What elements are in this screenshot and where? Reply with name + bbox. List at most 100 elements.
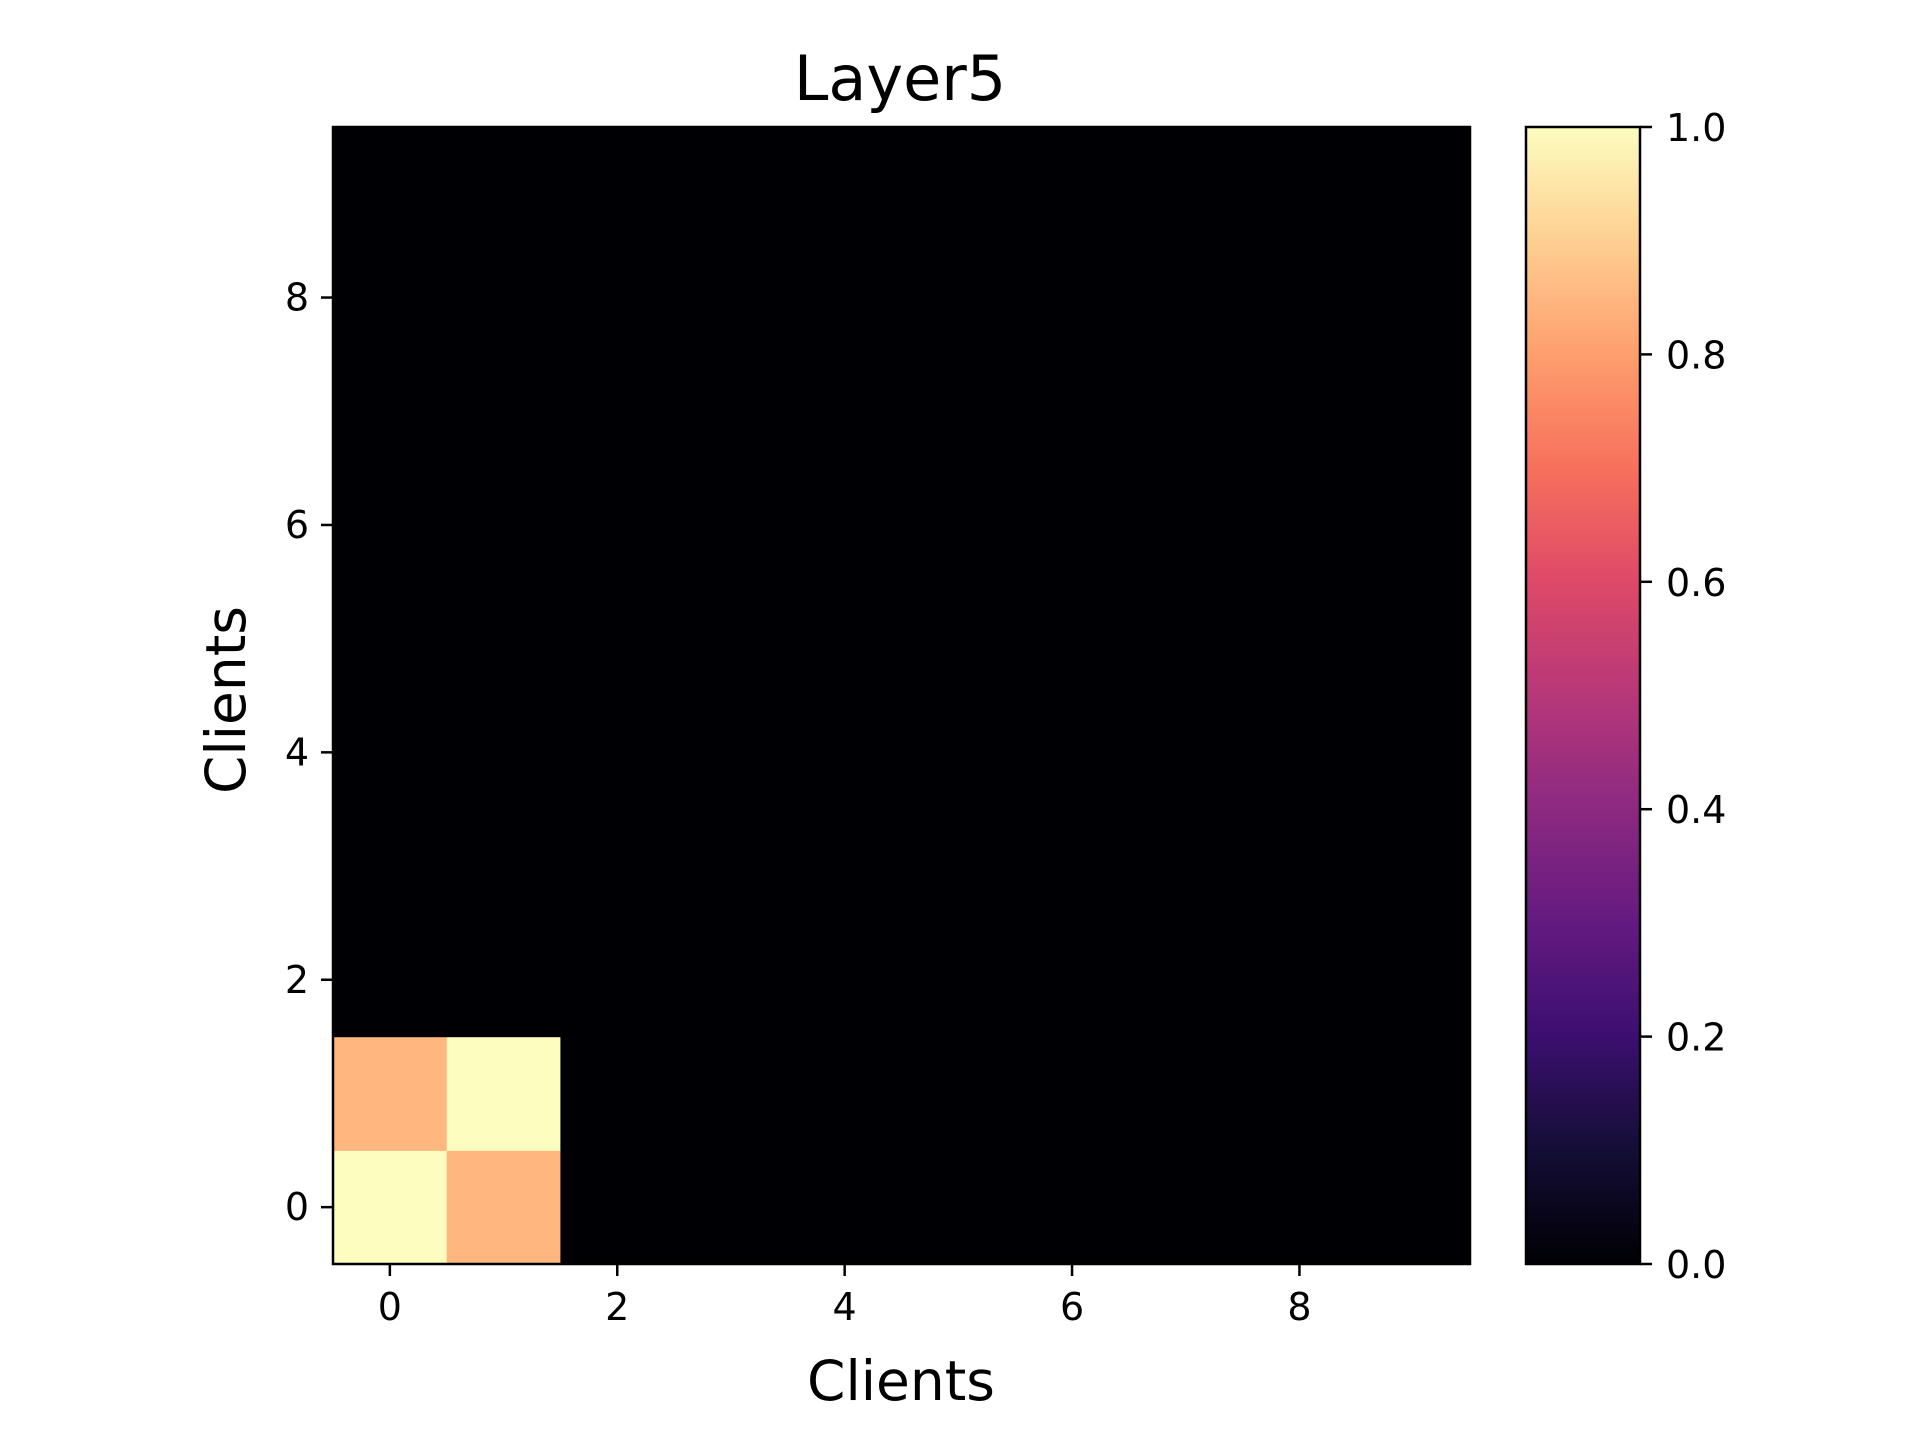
heatmap-cell-5-4 [901, 695, 1016, 810]
heatmap-cell-2-1 [560, 1036, 675, 1151]
heatmap-cell-6-0 [1015, 1150, 1130, 1265]
heatmap-cell-5-8 [901, 240, 1016, 355]
heatmap-cell-1-1 [446, 1036, 561, 1151]
heatmap-cell-8-5 [1242, 581, 1357, 697]
heatmap-cell-6-7 [1015, 354, 1130, 469]
heatmap-cell-8-3 [1242, 809, 1357, 924]
heatmap-cell-4-0 [787, 1150, 903, 1265]
heatmap-cell-2-6 [560, 468, 675, 583]
x-tick-label: 0 [378, 1285, 402, 1329]
heatmap-cell-2-0 [560, 1150, 675, 1265]
heatmap-cell-3-2 [674, 922, 789, 1038]
heatmap-cell-3-0 [674, 1150, 789, 1265]
heatmap-cell-7-9 [1128, 127, 1244, 242]
heatmap-cell-7-1 [1128, 1036, 1244, 1151]
heatmap-cell-2-7 [560, 354, 675, 469]
heatmap-cell-9-6 [1356, 468, 1471, 583]
colorbar-tick-label: 0.0 [1666, 1243, 1726, 1287]
heatmap-cell-0-6 [333, 468, 448, 583]
colorbar [1526, 127, 1640, 1264]
y-tick-label: 4 [285, 730, 309, 774]
heatmap-cell-9-5 [1356, 581, 1471, 697]
heatmap-cell-1-5 [446, 581, 561, 697]
heatmap-cell-1-7 [446, 354, 561, 469]
heatmap-cell-0-8 [333, 240, 448, 355]
heatmap-cell-6-1 [1015, 1036, 1130, 1151]
heatmap-cell-7-8 [1128, 240, 1244, 355]
colorbar-tick-label: 0.8 [1666, 333, 1726, 377]
heatmap-cell-3-6 [674, 468, 789, 583]
heatmap-cell-2-4 [560, 695, 675, 810]
heatmap-cell-0-3 [333, 809, 448, 924]
heatmap-cell-8-0 [1242, 1150, 1357, 1265]
y-tick-label: 8 [285, 276, 309, 320]
heatmap-cell-4-2 [787, 922, 903, 1038]
colorbar-tick-label: 0.4 [1666, 788, 1726, 832]
x-tick-label: 2 [605, 1285, 629, 1329]
heatmap-cell-9-2 [1356, 922, 1471, 1038]
heatmap-cell-7-0 [1128, 1150, 1244, 1265]
heatmap-cell-4-4 [787, 695, 903, 810]
heatmap-cells [333, 127, 1471, 1265]
heatmap-cell-5-1 [901, 1036, 1016, 1151]
heatmap-cell-4-3 [787, 809, 903, 924]
heatmap-cell-2-5 [560, 581, 675, 697]
heatmap-cell-6-9 [1015, 127, 1130, 242]
heatmap-cell-9-7 [1356, 354, 1471, 469]
heatmap-cell-8-8 [1242, 240, 1357, 355]
heatmap-cell-9-0 [1356, 1150, 1471, 1265]
heatmap-cell-8-9 [1242, 127, 1357, 242]
heatmap-cell-4-6 [787, 468, 903, 583]
heatmap-cell-0-0 [333, 1150, 448, 1265]
heatmap-cell-7-6 [1128, 468, 1244, 583]
heatmap-cell-6-3 [1015, 809, 1130, 924]
y-axis-label: Clients [194, 606, 258, 794]
heatmap-cell-2-2 [560, 922, 675, 1038]
heatmap-cell-5-5 [901, 581, 1016, 697]
heatmap-cell-0-5 [333, 581, 448, 697]
colorbar-tick-label: 0.2 [1666, 1016, 1726, 1060]
x-tick-label: 4 [833, 1285, 857, 1329]
heatmap-cell-7-2 [1128, 922, 1244, 1038]
heatmap-cell-8-6 [1242, 468, 1357, 583]
heatmap-cell-8-4 [1242, 695, 1357, 810]
heatmap-cell-5-7 [901, 354, 1016, 469]
heatmap-cell-3-9 [674, 127, 789, 242]
heatmap-cell-6-4 [1015, 695, 1130, 810]
heatmap-cell-2-9 [560, 127, 675, 242]
heatmap-cell-4-8 [787, 240, 903, 355]
heatmap-cell-1-2 [446, 922, 561, 1038]
heatmap-cell-4-7 [787, 354, 903, 469]
heatmap-cell-7-3 [1128, 809, 1244, 924]
heatmap-cell-0-1 [333, 1036, 448, 1151]
x-tick-label: 6 [1060, 1285, 1084, 1329]
y-tick-label: 2 [285, 958, 309, 1002]
colorbar-tick-label: 0.6 [1666, 561, 1726, 605]
y-tick-label: 6 [285, 503, 309, 547]
heatmap-cell-1-0 [446, 1150, 561, 1265]
heatmap-cell-7-4 [1128, 695, 1244, 810]
x-tick-label: 8 [1287, 1285, 1311, 1329]
heatmap-cell-4-1 [787, 1036, 903, 1151]
heatmap-cell-6-6 [1015, 468, 1130, 583]
heatmap-cell-9-3 [1356, 809, 1471, 924]
colorbar-axis: 0.0 0.2 0.4 0.6 0.8 1.0 [1640, 106, 1726, 1287]
heatmap-cell-1-4 [446, 695, 561, 810]
plot-frame [331, 125, 1472, 1266]
heatmap-cell-3-7 [674, 354, 789, 469]
heatmap-cell-8-2 [1242, 922, 1357, 1038]
heatmap-cell-5-3 [901, 809, 1016, 924]
heatmap-cell-3-3 [674, 809, 789, 924]
heatmap-cell-2-8 [560, 240, 675, 355]
heatmap-cell-2-3 [560, 809, 675, 924]
heatmap-cell-9-1 [1356, 1036, 1471, 1151]
heatmap-cell-7-5 [1128, 581, 1244, 697]
heatmap-cell-8-1 [1242, 1036, 1357, 1151]
heatmap-cell-9-4 [1356, 695, 1471, 810]
heatmap-cell-5-9 [901, 127, 1016, 242]
heatmap-cell-3-4 [674, 695, 789, 810]
heatmap-cell-1-9 [446, 127, 561, 242]
heatmap-cell-9-8 [1356, 240, 1471, 355]
heatmap-cell-5-2 [901, 922, 1016, 1038]
heatmap-cell-9-9 [1356, 127, 1471, 242]
